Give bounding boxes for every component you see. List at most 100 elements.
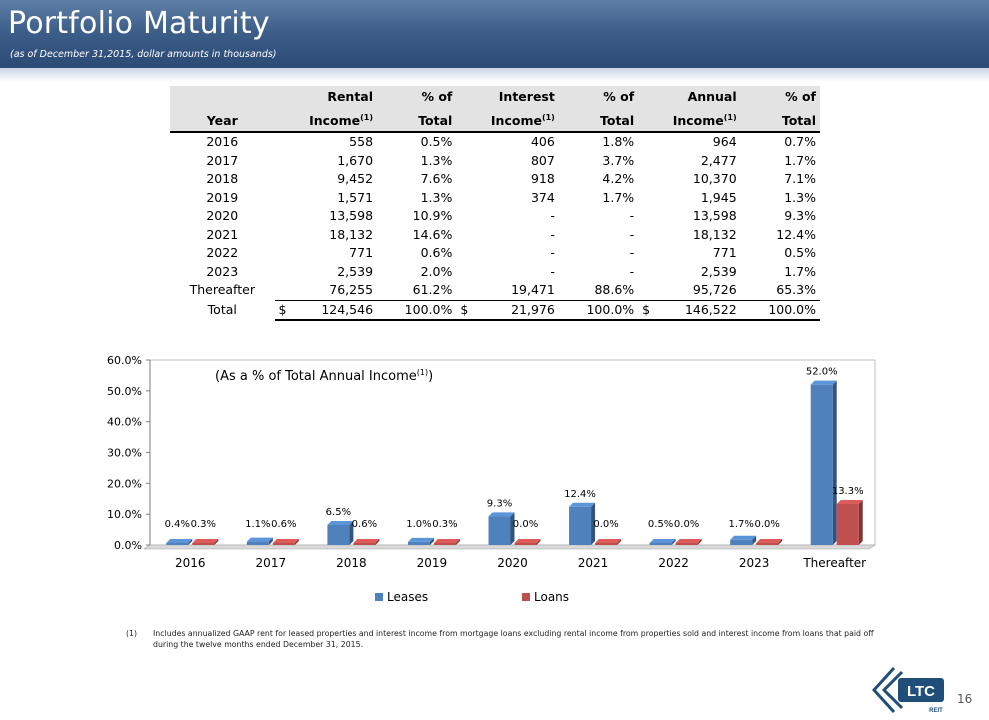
- cell-annual: 2,539: [700, 263, 737, 279]
- cell-annual-pct: 1.7%: [784, 152, 816, 168]
- table-row: 2023 2,539 2.0% - - 2,539 1.7%: [170, 263, 820, 282]
- cell-rental-pct: 100.0%: [377, 299, 457, 322]
- cell-annual-pct: 65.3%: [740, 281, 820, 301]
- bar-leases: [407, 541, 430, 545]
- cell-annual-pct: 1.7%: [784, 263, 816, 279]
- cell-rental: 18,132: [329, 226, 374, 242]
- data-label: 0.3%: [191, 519, 216, 530]
- legend-swatch-leases: [375, 593, 383, 601]
- data-label: 0.3%: [432, 519, 457, 530]
- bar-loans: [756, 543, 779, 545]
- data-label: 0.4%: [165, 519, 190, 530]
- header-cell: Total: [558, 107, 639, 134]
- x-tick-label: 2017: [256, 556, 287, 570]
- cell-year: 2017: [206, 152, 239, 168]
- table-row: 2018 9,452 7.6% 918 4.2% 10,370 7.1%: [170, 170, 820, 189]
- maturity-bar-chart: 0.0% 10.0% 20.0% 30.0% 40.0% 50.0% 60.0% 2016 0.…: [107, 354, 876, 604]
- cell-year: Thereafter: [189, 282, 255, 298]
- header-cell: Total: [377, 107, 457, 134]
- data-label: 1.0%: [406, 519, 431, 530]
- cell-interest-pct: -: [629, 263, 635, 279]
- header-text: Income: [672, 113, 724, 129]
- table-header-row-bottom: Year Income(1) Total Income(1) Total Inc…: [170, 107, 820, 134]
- header-cell: Annual: [687, 89, 737, 104]
- x-tick-label: 2022: [658, 556, 689, 570]
- y-tick-label: 40.0%: [107, 416, 142, 429]
- bar-loans: [595, 543, 618, 545]
- cell-annual: 2,477: [700, 152, 737, 168]
- bar-leases: [569, 506, 592, 545]
- cell-interest: 19,471: [456, 281, 559, 301]
- header-cell: Income(1): [456, 107, 559, 134]
- header-cell: % of: [785, 89, 816, 104]
- cell-year: 2016: [206, 134, 239, 150]
- bar-leases: [730, 539, 753, 545]
- data-label: 0.0%: [513, 519, 538, 530]
- cell-rental-pct: 1.3%: [420, 189, 453, 205]
- cell-rental-pct: 1.3%: [420, 152, 453, 168]
- logo-chevron-outer: [872, 666, 896, 714]
- footnote-marker: (1): [723, 113, 737, 122]
- cell-annual-pct: 1.3%: [784, 189, 816, 205]
- footnote-marker: (1): [360, 113, 374, 122]
- data-label: 13.3%: [832, 486, 864, 497]
- bar-side-leases: [752, 535, 757, 545]
- data-label: 12.4%: [564, 489, 596, 500]
- cell-annual: 18,132: [692, 226, 737, 242]
- table-row: 2017 1,670 1.3% 807 3.7% 2,477 1.7%: [170, 152, 820, 171]
- cell-interest: -: [550, 263, 555, 279]
- cell-interest-pct: -: [629, 245, 635, 261]
- header-cell: Year: [170, 107, 275, 134]
- cell-year: 2020: [206, 208, 239, 224]
- cell-rental: 76,255: [274, 281, 378, 301]
- cell-interest: -: [550, 208, 555, 224]
- table-row: 2020 13,598 10.9% - - 13,598 9.3%: [170, 207, 820, 226]
- legend-label: Leases: [387, 590, 428, 604]
- bar-side-loans: [375, 539, 380, 545]
- cell-annual-pct: 7.1%: [784, 171, 816, 187]
- cell-interest-pct: 4.2%: [602, 171, 635, 187]
- bar-top-leases: [810, 380, 837, 385]
- bar-side-leases: [349, 520, 354, 545]
- y-tick-label: 60.0%: [107, 354, 142, 367]
- table-row: 2019 1,571 1.3% 374 1.7% 1,945 1.3%: [170, 189, 820, 208]
- chart-floor: [143, 544, 876, 550]
- y-tick-label: 20.0%: [107, 477, 142, 490]
- cell-value: 124,546: [321, 301, 374, 317]
- data-label: 0.6%: [271, 519, 296, 530]
- page-title: Portfolio Maturity: [8, 6, 270, 41]
- header-cell: Income(1): [638, 107, 741, 134]
- cell-interest: 807: [530, 152, 555, 168]
- cell-interest-pct: 1.7%: [602, 189, 635, 205]
- page-subtitle: (as of December 31,2015, dollar amounts …: [10, 49, 277, 60]
- header-cell: Income(1): [274, 107, 378, 134]
- logo-badge: [898, 678, 944, 702]
- data-label: 52.0%: [806, 367, 838, 378]
- data-label: 0.6%: [352, 519, 377, 530]
- cell-rental: 2,539: [337, 263, 374, 279]
- bar-loans: [272, 543, 295, 545]
- cell-annual-pct: 0.7%: [784, 134, 816, 150]
- page-number: 16: [957, 692, 973, 706]
- cell-annual: $146,522: [638, 299, 741, 322]
- currency-symbol: $: [460, 301, 469, 317]
- bar-side-leases: [832, 380, 837, 545]
- cell-rental-pct: 10.9%: [412, 208, 453, 224]
- chart-title-text: (As a % of Total Annual Income: [215, 369, 417, 384]
- chart-content: 0.0% 10.0% 20.0% 30.0% 40.0% 50.0% 60.0% 2016 0.…: [107, 354, 876, 604]
- cell-interest-pct: -: [629, 208, 635, 224]
- cell-annual: 13,598: [692, 208, 737, 224]
- bar-loans: [675, 543, 698, 545]
- legend-label: Loans: [534, 590, 569, 604]
- chart-title-close: ): [428, 369, 433, 384]
- bar-side-leases: [429, 537, 434, 545]
- x-tick-label: Thereafter: [802, 556, 866, 570]
- x-tick-label: 2016: [175, 556, 206, 570]
- bar-side-leases: [268, 537, 273, 545]
- cell-interest: $21,976: [456, 299, 559, 322]
- cell-year: 2022: [206, 245, 239, 261]
- data-label: 0.0%: [754, 519, 779, 530]
- legend-swatch-loans: [522, 593, 530, 601]
- bar-top-loans: [272, 539, 299, 543]
- header-cell: Rental: [327, 89, 374, 104]
